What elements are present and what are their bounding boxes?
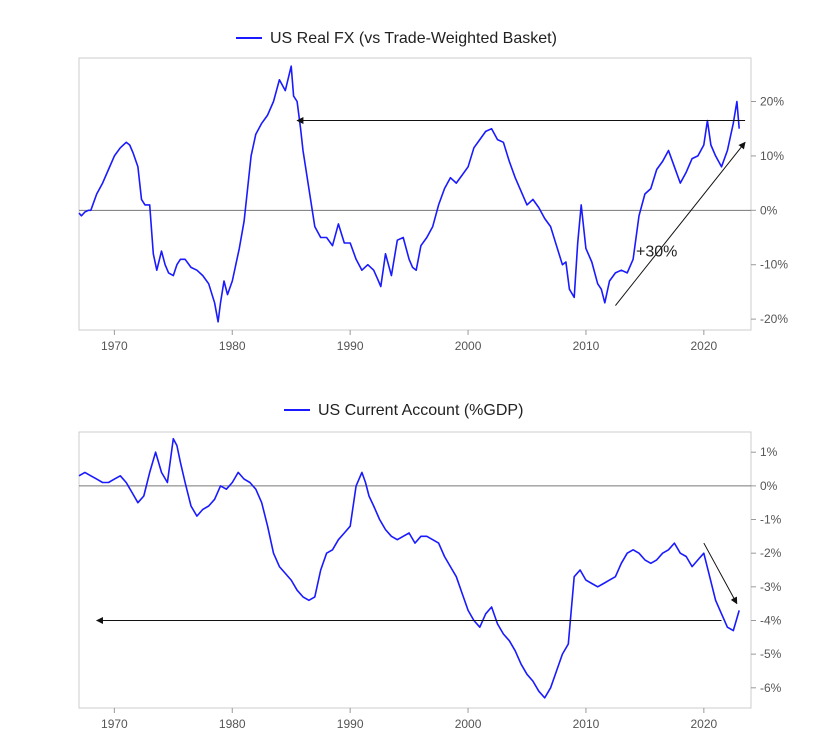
ca-x-tick-label: 2010 — [573, 717, 600, 731]
ca-y-tick-label: -5% — [760, 647, 782, 661]
fx-x-tick-label: 2020 — [690, 339, 717, 353]
fx-legend: US Real FX (vs Trade-Weighted Basket) — [236, 30, 557, 47]
ca-x-tick-label: 1980 — [219, 717, 246, 731]
ca-diagonal-arrow — [703, 542, 738, 605]
fx-x-axis: 1970 1980 1990 2000 2010 2020 — [101, 330, 718, 353]
ca-x-tick-label: 1990 — [337, 717, 364, 731]
ca-y-tick-label: -4% — [760, 613, 782, 627]
ca-y-tick-label: -1% — [760, 513, 782, 527]
ca-x-tick-label: 1970 — [101, 717, 128, 731]
fx-x-tick-label: 2000 — [455, 339, 482, 353]
fx-x-tick-label: 1970 — [101, 339, 128, 353]
ca-y-tick-label: -2% — [760, 546, 782, 560]
ca-y-tick-label: 0% — [760, 479, 778, 493]
fx-series-line — [78, 65, 740, 323]
ca-plot-frame — [78, 431, 752, 709]
fx-y-axis: 20% 10% 0% -10% -20% — [751, 95, 788, 326]
ca-y-axis: 1% 0% -1% -2% -3% -4% -5% -6% — [751, 445, 782, 695]
fx-diagonal-arrow — [615, 141, 746, 306]
fx-y-tick-label: 10% — [760, 149, 784, 163]
fx-x-tick-label: 2010 — [573, 339, 600, 353]
fx-y-tick-label: 0% — [760, 203, 778, 217]
fx-y-tick-label: -10% — [760, 258, 788, 272]
real-fx-chart: US Real FX (vs Trade-Weighted Basket) 19… — [78, 30, 788, 353]
fx-annotation-label: +30% — [636, 244, 677, 261]
ca-series-line — [78, 437, 740, 699]
fx-x-tick-label: 1980 — [219, 339, 246, 353]
ca-legend-label: US Current Account (%GDP) — [318, 402, 523, 419]
fx-legend-label: US Real FX (vs Trade-Weighted Basket) — [270, 30, 557, 47]
fx-x-tick-label: 1990 — [337, 339, 364, 353]
fx-y-tick-label: -20% — [760, 312, 788, 326]
current-account-chart: US Current Account (%GDP) 1970 1980 1990 20… — [78, 402, 782, 731]
ca-x-axis: 1970 1980 1990 2000 2010 2020 — [101, 708, 718, 731]
ca-y-tick-label: -3% — [760, 580, 782, 594]
fx-annotations: +30% — [296, 117, 746, 306]
ca-x-tick-label: 2020 — [690, 717, 717, 731]
fx-y-tick-label: 20% — [760, 95, 784, 109]
ca-x-tick-label: 2000 — [455, 717, 482, 731]
ca-y-tick-label: -6% — [760, 681, 782, 695]
ca-annotations — [95, 542, 738, 624]
ca-y-tick-label: 1% — [760, 445, 778, 459]
fx-plot-frame — [78, 57, 752, 331]
ca-legend: US Current Account (%GDP) — [284, 402, 523, 419]
